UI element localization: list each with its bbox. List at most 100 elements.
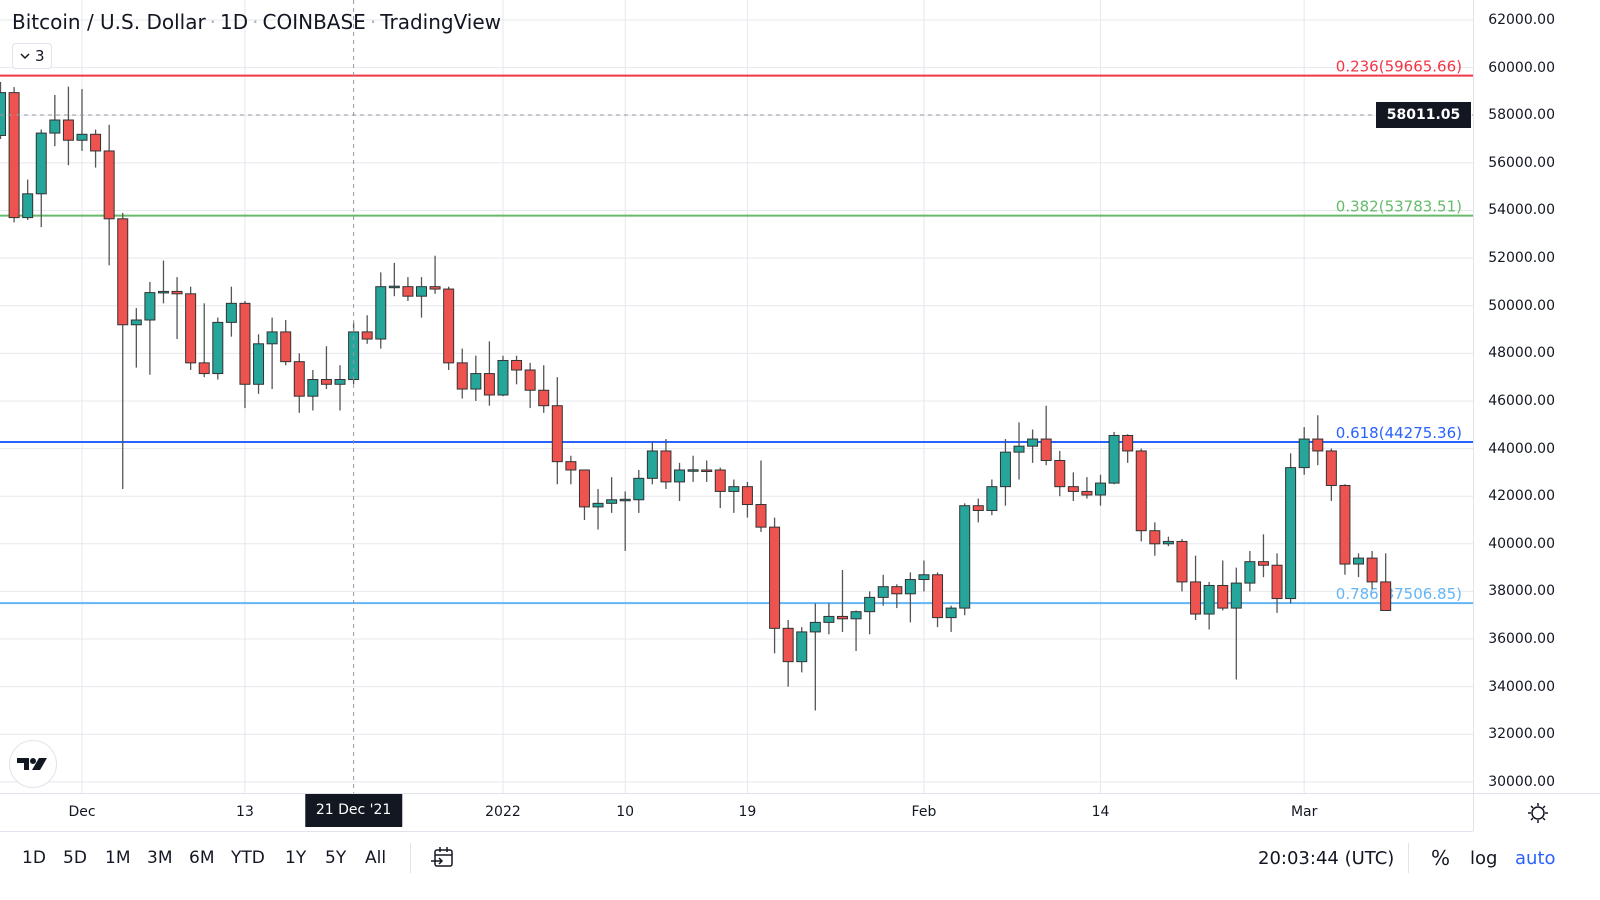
candle-2022-01-13	[660, 439, 672, 490]
candle-2022-01-15	[687, 455, 699, 482]
candle-2022-02-12	[1067, 472, 1079, 501]
range-button-3m[interactable]: 3M	[147, 848, 173, 868]
settings-button[interactable]	[1473, 793, 1600, 831]
candle-body	[35, 132, 47, 195]
candle-body	[592, 502, 604, 508]
candle-2022-01-07	[578, 469, 590, 520]
range-button-all[interactable]: All	[365, 848, 387, 868]
candle-body	[1271, 564, 1283, 600]
candle-2022-02-23	[1217, 560, 1229, 611]
candle-2022-01-27	[850, 610, 862, 651]
candle-body	[619, 498, 631, 502]
candle-body	[483, 373, 495, 396]
candle-body	[674, 469, 686, 483]
range-button-1d[interactable]: 1D	[22, 848, 46, 868]
time-tick-label: Mar	[1290, 804, 1318, 820]
auto-scale-toggle[interactable]: auto	[1515, 848, 1556, 869]
crosshair-date-label: 21 Dec '21	[304, 794, 403, 827]
candle-2022-02-27	[1271, 553, 1283, 613]
candle-body	[986, 486, 998, 511]
candle-body	[49, 119, 61, 134]
candle-2022-03-04	[1339, 484, 1351, 575]
candle-body	[456, 362, 468, 390]
candle-body	[361, 331, 373, 340]
candle-2022-02-07	[999, 439, 1011, 506]
time-axis[interactable]: Dec 13 2022 10 19 Feb 14 Mar 21 Dec '21	[0, 793, 1473, 832]
candle-body	[565, 461, 577, 471]
price-tick-label: 48000.00	[1488, 345, 1555, 362]
range-button-5d[interactable]: 5D	[63, 848, 87, 868]
candle-body	[130, 319, 142, 326]
candle-2022-02-04	[959, 503, 971, 616]
candle-body	[728, 486, 740, 492]
grid	[0, 0, 1473, 793]
price-tick-label: 44000.00	[1488, 440, 1555, 457]
candle-body	[551, 405, 563, 463]
candle-2021-12-18	[307, 370, 319, 411]
candle-body	[212, 321, 224, 375]
candle-body	[497, 359, 509, 396]
tradingview-logo-icon[interactable]	[9, 740, 57, 788]
candle-2021-12-03	[103, 124, 115, 266]
gear-icon	[1527, 802, 1548, 823]
candle-body	[1122, 434, 1134, 452]
candle-2021-12-31	[483, 341, 495, 406]
candle-2022-03-02	[1312, 415, 1324, 466]
calendar-go-to-icon	[431, 847, 453, 867]
candle-body	[538, 389, 550, 407]
candle-2022-02-20	[1176, 539, 1188, 592]
candle-body	[823, 615, 835, 623]
range-button-5y[interactable]: 5Y	[325, 848, 347, 868]
range-button-1m[interactable]: 1M	[105, 848, 131, 868]
candle-body	[429, 286, 441, 290]
candle-body	[1203, 584, 1215, 615]
candle-body	[198, 362, 210, 375]
indicators-toggle-button[interactable]: 3	[12, 43, 52, 69]
candle-2022-02-25	[1244, 550, 1256, 592]
candle-body	[117, 218, 129, 326]
candle-2021-12-23	[375, 272, 387, 349]
candle-body	[1380, 581, 1392, 611]
candle-2022-02-16	[1122, 434, 1134, 463]
candlestick-chart[interactable]: 0.236(59665.66) 0.382(53783.51) 0.618(4427…	[0, 0, 1473, 793]
go-to-date-button[interactable]	[430, 845, 456, 875]
candle-body	[76, 133, 88, 141]
candle-body	[1081, 490, 1093, 496]
candle-body	[171, 290, 183, 295]
candle-body	[266, 331, 278, 345]
candle-2022-01-20	[755, 460, 767, 532]
candle-body	[511, 359, 523, 371]
divider	[1408, 843, 1409, 873]
time-tick-label: 14	[1091, 804, 1110, 820]
candle-body	[185, 293, 197, 364]
candle-body	[1190, 581, 1202, 615]
price-tick-label: 34000.00	[1488, 678, 1555, 695]
clock[interactable]: 20:03:44 (UTC)	[1258, 848, 1395, 869]
range-button-6m[interactable]: 6M	[189, 848, 215, 868]
candle-2022-02-14	[1095, 474, 1106, 506]
candle-body	[809, 621, 821, 633]
price-axis[interactable]: 62000.00 60000.00 58000.00 56000.00 54000.00…	[1473, 0, 1600, 793]
percent-scale-toggle[interactable]: %	[1431, 846, 1451, 870]
candle-body	[144, 292, 156, 321]
candle-2022-03-07	[1380, 553, 1392, 611]
candle-body	[687, 469, 699, 472]
candle-2021-11-30	[62, 86, 74, 166]
candle-2022-02-26	[1257, 534, 1269, 578]
candle-2021-12-04	[117, 212, 129, 490]
candle-2022-01-18	[728, 479, 740, 513]
log-scale-toggle[interactable]: log	[1470, 848, 1498, 869]
candle-2022-02-09	[1027, 429, 1039, 463]
candle-2021-11-29	[49, 95, 61, 147]
interval: 1D	[220, 10, 249, 34]
candle-body	[741, 486, 753, 506]
range-button-ytd[interactable]: YTD	[231, 848, 265, 868]
candle-body	[999, 451, 1011, 488]
candle-2021-12-24	[388, 262, 400, 297]
candle-2022-01-25	[823, 603, 835, 635]
candle-body	[1108, 434, 1120, 484]
candle-body	[524, 369, 536, 391]
range-button-1y[interactable]: 1Y	[285, 848, 307, 868]
candle-2022-01-17	[714, 467, 726, 509]
candle-2022-02-28	[1285, 453, 1297, 604]
